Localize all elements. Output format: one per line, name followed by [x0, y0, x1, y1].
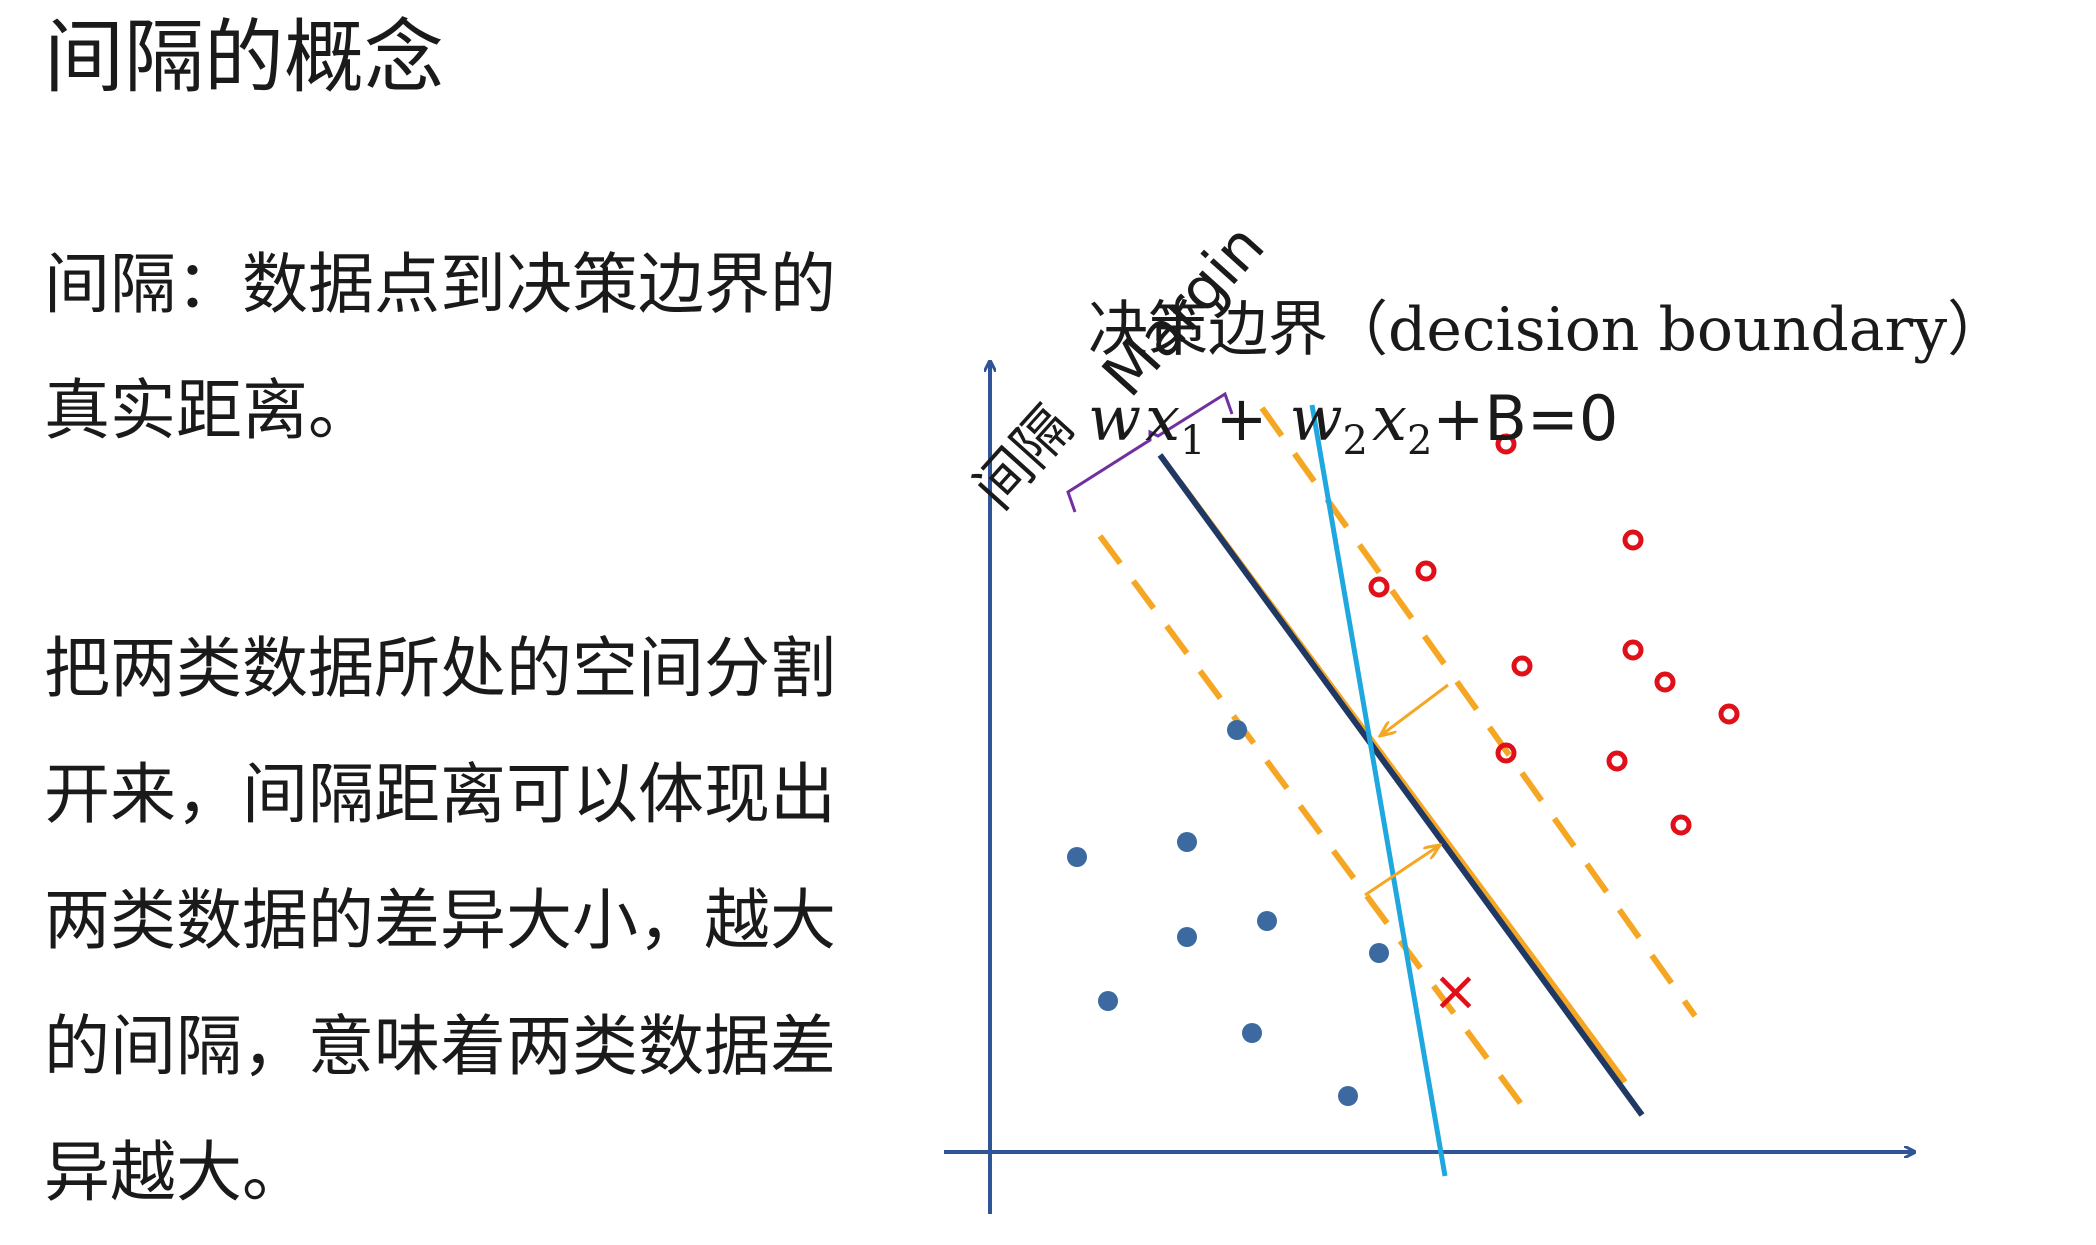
- class-b-point: [1368, 576, 1390, 598]
- misclassified-mark: ×: [1432, 959, 1479, 1024]
- class-b-point: [1495, 433, 1517, 455]
- margin-line-lower: [1097, 534, 1533, 1118]
- class-a-point: [1177, 927, 1197, 947]
- page-title: 间隔的概念: [44, 11, 444, 104]
- class-a-point: [1227, 720, 1247, 740]
- class-b-points: [1368, 433, 1740, 836]
- alternative-boundary-line: [1309, 404, 1448, 1177]
- class-b-point: [1718, 703, 1740, 725]
- class-b-point: [1495, 742, 1517, 764]
- class-a-point: [1242, 1023, 1262, 1043]
- class-b-point: [1622, 529, 1644, 551]
- class-a-point: [1067, 847, 1087, 867]
- margin-brace: [1066, 391, 1234, 513]
- class-b-point: [1670, 814, 1692, 836]
- definition-paragraph: 间隔：数据点到决策边界的真实距离。: [44, 246, 836, 449]
- class-b-point: [1622, 639, 1644, 661]
- margin-label-cn: 间隔: [962, 395, 1085, 522]
- margin-arrow-upper: [1380, 683, 1449, 736]
- class-a-point: [1177, 832, 1197, 852]
- class-a-point: [1098, 991, 1118, 1011]
- class-b-point: [1415, 560, 1437, 582]
- class-a-points: [1067, 720, 1389, 1106]
- explanation-paragraph: 把两类数据所处的空间分割开来，间隔距离可以体现出两类数据的差异大小，越大的间隔，…: [44, 630, 836, 1211]
- margin-line-upper: [1259, 406, 1698, 1018]
- class-a-point: [1257, 911, 1277, 931]
- boundary-equation: wx1 + w2x2+B=0: [1088, 382, 1618, 464]
- class-b-point: [1654, 671, 1676, 693]
- margin-arrow-lower: [1364, 845, 1440, 897]
- class-a-point: [1369, 943, 1389, 963]
- decision-boundary-label: 决策边界（decision boundary）: [1088, 295, 2007, 365]
- class-b-point: [1511, 655, 1533, 677]
- class-b-point: [1606, 750, 1628, 772]
- class-a-point: [1338, 1086, 1358, 1106]
- decision-boundary-line: [1157, 453, 1645, 1117]
